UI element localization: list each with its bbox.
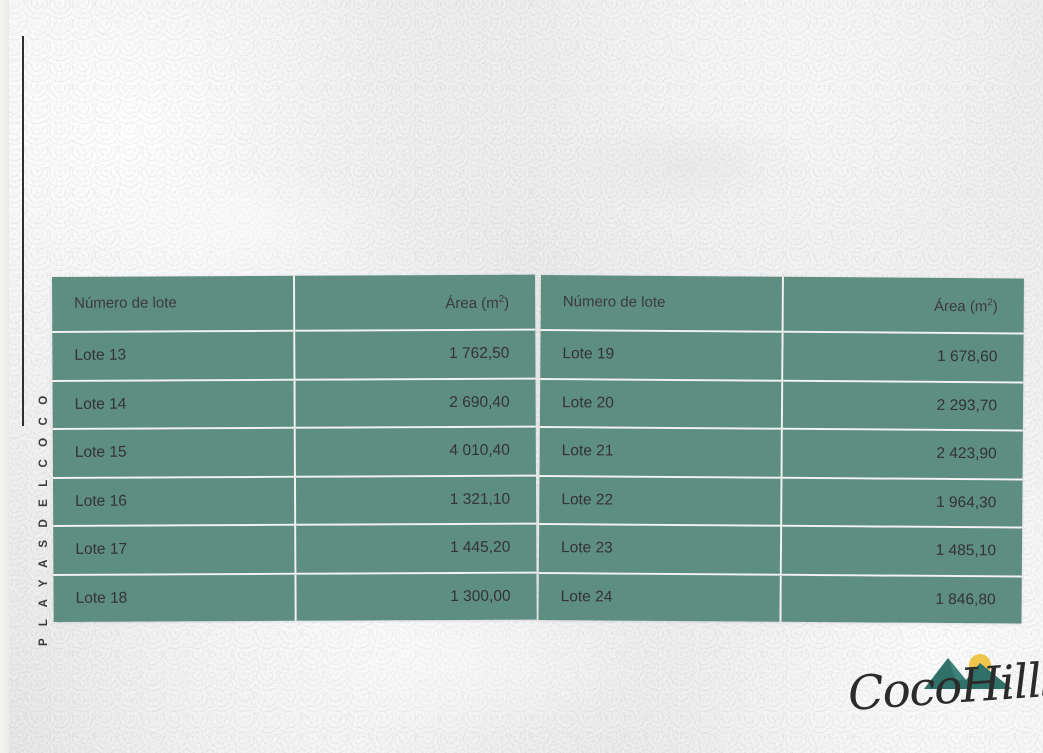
cell-area: 2 423,90: [782, 429, 1023, 481]
cell-area: 4 010,40: [295, 427, 536, 478]
brand-rail: P L A Y A S D E L C O C O: [0, 0, 50, 753]
table-row: Lote 19 1 678,60: [540, 330, 1024, 384]
cell-lot: Lote 14: [52, 380, 296, 430]
lots-table-right: Número de lote Área (m2) Lote 19 1 678,6…: [538, 275, 1024, 624]
cell-lot: Lote 18: [53, 574, 297, 622]
vertical-brand-label: P L A Y A S D E L C O C O: [38, 391, 50, 646]
cell-area: 1 846,80: [781, 575, 1022, 624]
cell-lot: Lote 22: [539, 476, 783, 527]
cell-area: 1 321,10: [295, 476, 537, 526]
table-header-row: Número de lote Área (m2): [540, 275, 1024, 335]
cell-area: 1 678,60: [783, 332, 1024, 384]
cell-lot: Lote 15: [52, 428, 296, 479]
table-row: Lote 22 1 964,30: [539, 476, 1023, 529]
cell-lot: Lote 24: [538, 573, 782, 622]
cell-lot: Lote 16: [52, 477, 297, 527]
table-row: Lote 14 2 690,40: [52, 379, 536, 430]
table-header-row: Número de lote Área (m2): [52, 274, 536, 333]
cell-area: 1 485,10: [781, 526, 1023, 578]
cell-lot: Lote 13: [52, 331, 296, 382]
table-row: Lote 24 1 846,80: [538, 573, 1022, 624]
column-header-lot: Número de lote: [540, 275, 784, 333]
area-label-close: ): [992, 298, 998, 316]
cell-area: 2 293,70: [782, 381, 1024, 432]
column-header-area: Área (m2): [783, 276, 1024, 335]
cell-area: 1 300,00: [296, 573, 537, 621]
cell-lot: Lote 20: [539, 379, 784, 430]
cell-lot: Lote 23: [538, 524, 783, 576]
cell-area: 1 762,50: [295, 330, 536, 381]
lots-table-left: Número de lote Área (m2) Lote 13 1 762,5…: [52, 274, 537, 622]
left-margin-strip: [0, 0, 9, 753]
column-header-area: Área (m2): [294, 274, 536, 332]
table-row: Lote 13 1 762,50: [52, 330, 536, 382]
cell-area: 1 964,30: [782, 478, 1023, 529]
cell-area: 1 445,20: [296, 524, 537, 575]
table-row: Lote 23 1 485,10: [538, 524, 1023, 578]
vertical-rule: [22, 36, 24, 426]
cell-area: 2 690,40: [295, 379, 536, 429]
cell-lot: Lote 21: [539, 427, 783, 479]
table-row: Lote 20 2 293,70: [539, 379, 1024, 432]
area-label-text: Área (m: [933, 297, 988, 316]
table-row: Lote 18 1 300,00: [53, 573, 537, 622]
area-label-close: ): [504, 294, 510, 312]
area-label-text: Área (m: [445, 294, 499, 313]
cell-lot: Lote 19: [540, 330, 784, 382]
table-row: Lote 15 4 010,40: [52, 427, 536, 479]
table-row: Lote 21 2 423,90: [539, 427, 1023, 481]
table-row: Lote 16 1 321,10: [52, 476, 537, 527]
mountain-sun-icon: [922, 645, 1014, 695]
brand-logo: CocoHills: [846, 645, 1043, 745]
logo-wordmark: CocoHills: [846, 652, 1043, 722]
column-header-lot: Número de lote: [52, 275, 296, 333]
cell-lot: Lote 17: [53, 525, 297, 576]
table-row: Lote 17 1 445,20: [53, 524, 537, 576]
